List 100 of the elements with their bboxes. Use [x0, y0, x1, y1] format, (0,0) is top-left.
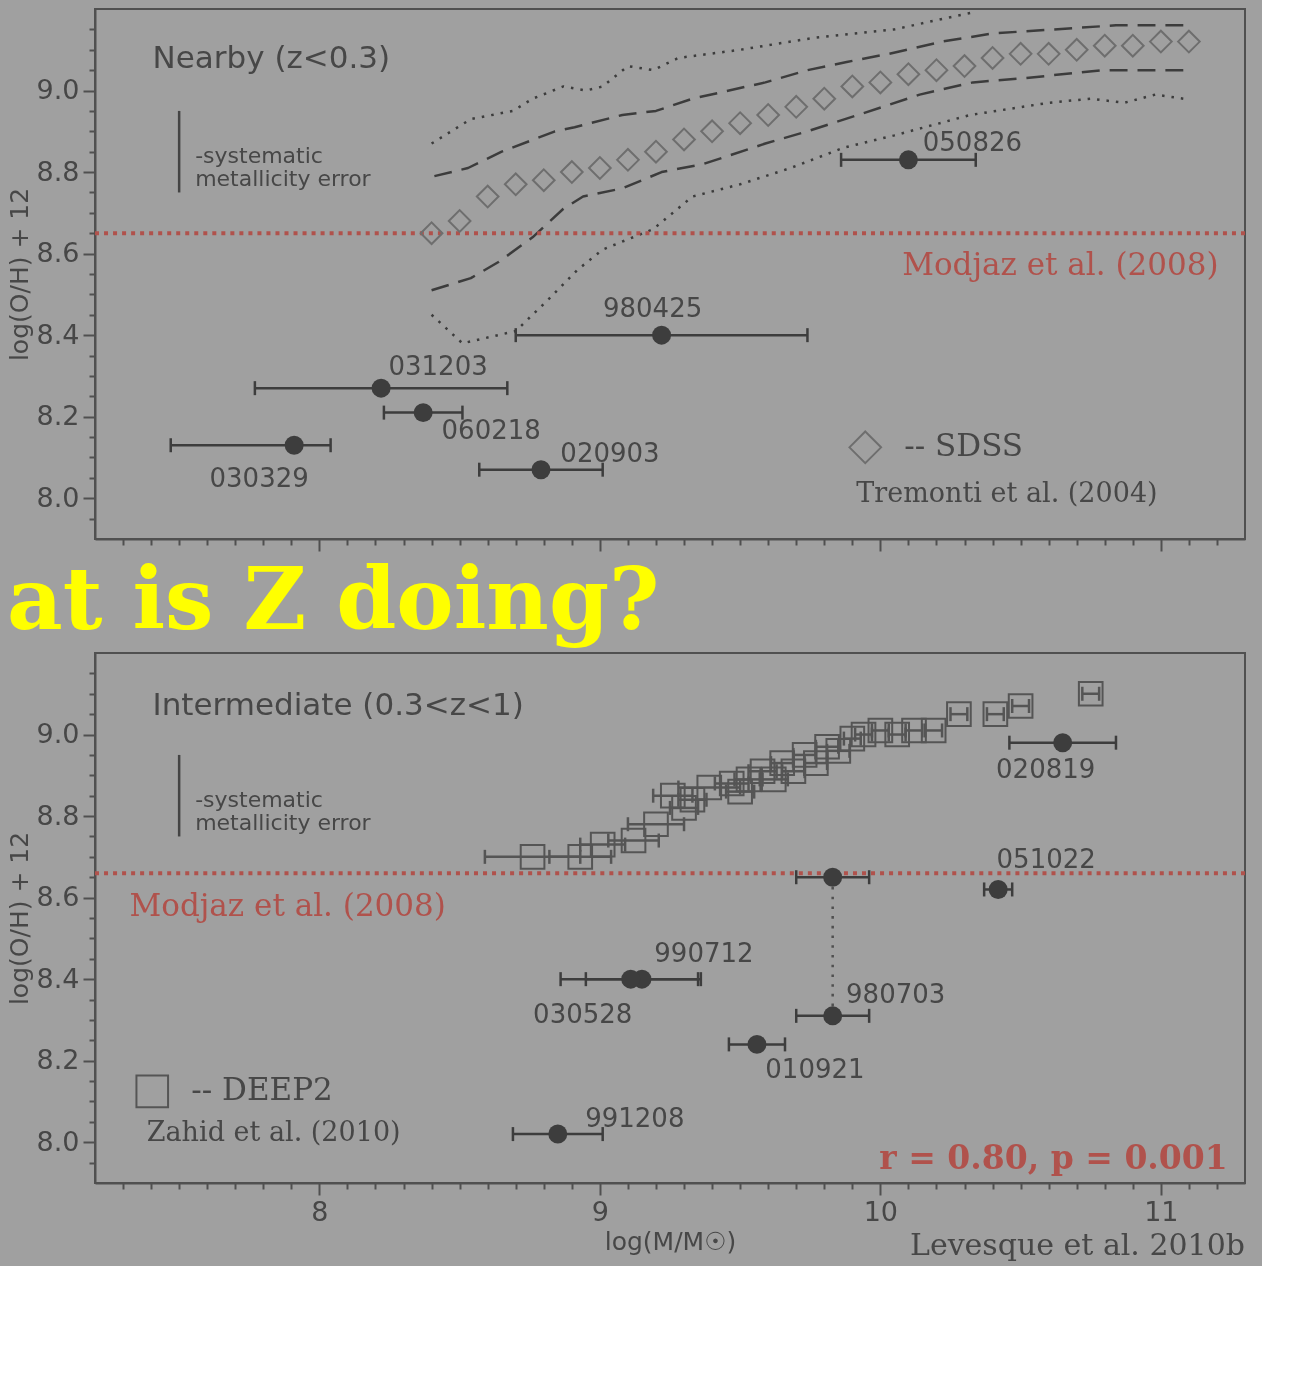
point	[756, 103, 781, 127]
point	[812, 86, 837, 111]
point	[659, 782, 686, 809]
point	[825, 738, 852, 764]
point	[946, 701, 972, 727]
point	[780, 758, 807, 785]
point	[1053, 733, 1073, 753]
point	[419, 221, 444, 246]
point	[475, 184, 500, 209]
legend-label: -- SDSS	[904, 427, 1024, 464]
annotation: Intermediate (0.3<z<1)	[152, 686, 524, 722]
point	[814, 733, 840, 760]
point	[1077, 680, 1104, 707]
point	[371, 378, 391, 398]
point	[924, 58, 949, 82]
point	[901, 717, 927, 744]
ref-line-label: Modjaz et al. (2008)	[129, 887, 446, 924]
annotation: 030329	[209, 463, 309, 494]
point	[1008, 42, 1033, 66]
y-tick-label: 8.0	[36, 481, 80, 513]
point	[696, 774, 723, 801]
point	[548, 1124, 568, 1144]
point	[769, 750, 796, 776]
point	[823, 867, 843, 887]
y-tick-label: 8.2	[36, 400, 80, 432]
annotation: 031203	[388, 351, 488, 382]
point	[823, 1006, 843, 1026]
point	[531, 460, 551, 480]
point	[1036, 42, 1061, 66]
point	[839, 725, 866, 752]
annotation: Zahid et al. (2010)	[146, 1115, 401, 1147]
point	[1064, 37, 1089, 62]
annotation: 050826	[922, 126, 1023, 157]
point	[671, 795, 697, 821]
annotation: 020903	[560, 437, 660, 468]
y-axis-title: log(O/H) + 12	[4, 187, 34, 362]
point	[503, 172, 528, 197]
x-tick-label: 9	[591, 1195, 609, 1227]
point	[1007, 693, 1034, 719]
x-tick-label: 8	[311, 1195, 329, 1227]
point	[447, 209, 472, 233]
point	[1149, 29, 1173, 54]
point	[884, 721, 911, 748]
point	[850, 721, 877, 748]
y-tick-label: 8.4	[36, 962, 80, 994]
annotation: r = 0.80, p = 0.001	[879, 1138, 1228, 1178]
point	[284, 435, 304, 455]
point	[868, 70, 893, 95]
annotation: 980425	[602, 293, 703, 324]
annotation: 060218	[441, 414, 541, 445]
annotation: 010921	[765, 1054, 865, 1085]
y-tick-label: 8.2	[36, 1044, 80, 1076]
point	[672, 127, 696, 152]
point	[747, 1034, 767, 1054]
point	[679, 786, 706, 813]
point	[413, 403, 433, 423]
point	[652, 325, 672, 345]
text: Levesque et al. 2010b	[909, 1226, 1245, 1262]
point	[988, 879, 1008, 899]
annotation: 030528	[533, 999, 633, 1030]
point	[803, 750, 829, 776]
point	[588, 156, 612, 180]
point	[620, 827, 647, 854]
point	[1177, 29, 1201, 54]
point	[643, 811, 669, 838]
point	[840, 74, 865, 99]
annotation: 990712	[654, 938, 754, 969]
annotation: 051022	[996, 844, 1096, 875]
point	[616, 148, 640, 172]
point	[980, 46, 1005, 70]
point	[749, 758, 776, 785]
x-tick-label: 10	[863, 1195, 899, 1227]
ref-line-label: Modjaz et al. (2008)	[902, 246, 1219, 283]
annotation: 980703	[846, 978, 946, 1009]
point	[1120, 33, 1145, 58]
y-tick-label: 8.0	[36, 1125, 80, 1157]
point	[700, 119, 724, 144]
point	[559, 160, 584, 184]
legend-label: -- DEEP2	[191, 1071, 333, 1108]
annotation: 991208	[585, 1103, 685, 1134]
annotation: Tremonti et al. (2004)	[856, 476, 1158, 508]
point	[920, 717, 947, 744]
y-tick-label: 9.0	[36, 718, 80, 750]
y-tick-label: 8.6	[36, 881, 80, 913]
point	[567, 844, 594, 870]
y-axis-title: log(O/H) + 12	[4, 831, 34, 1006]
x-axis-title: log(M/M☉)	[604, 1226, 737, 1256]
point	[728, 111, 752, 135]
annotation: -systematic metallicity error	[195, 786, 372, 835]
point	[982, 701, 1009, 727]
annotation: 020819	[996, 753, 1096, 784]
line-series	[433, 24, 1185, 178]
point	[727, 778, 753, 805]
point	[896, 62, 921, 87]
point	[784, 95, 809, 119]
y-tick-label: 9.0	[36, 74, 80, 106]
x-tick-label: 11	[1144, 1195, 1179, 1227]
point	[519, 844, 546, 870]
point	[952, 54, 977, 78]
point	[589, 831, 616, 858]
